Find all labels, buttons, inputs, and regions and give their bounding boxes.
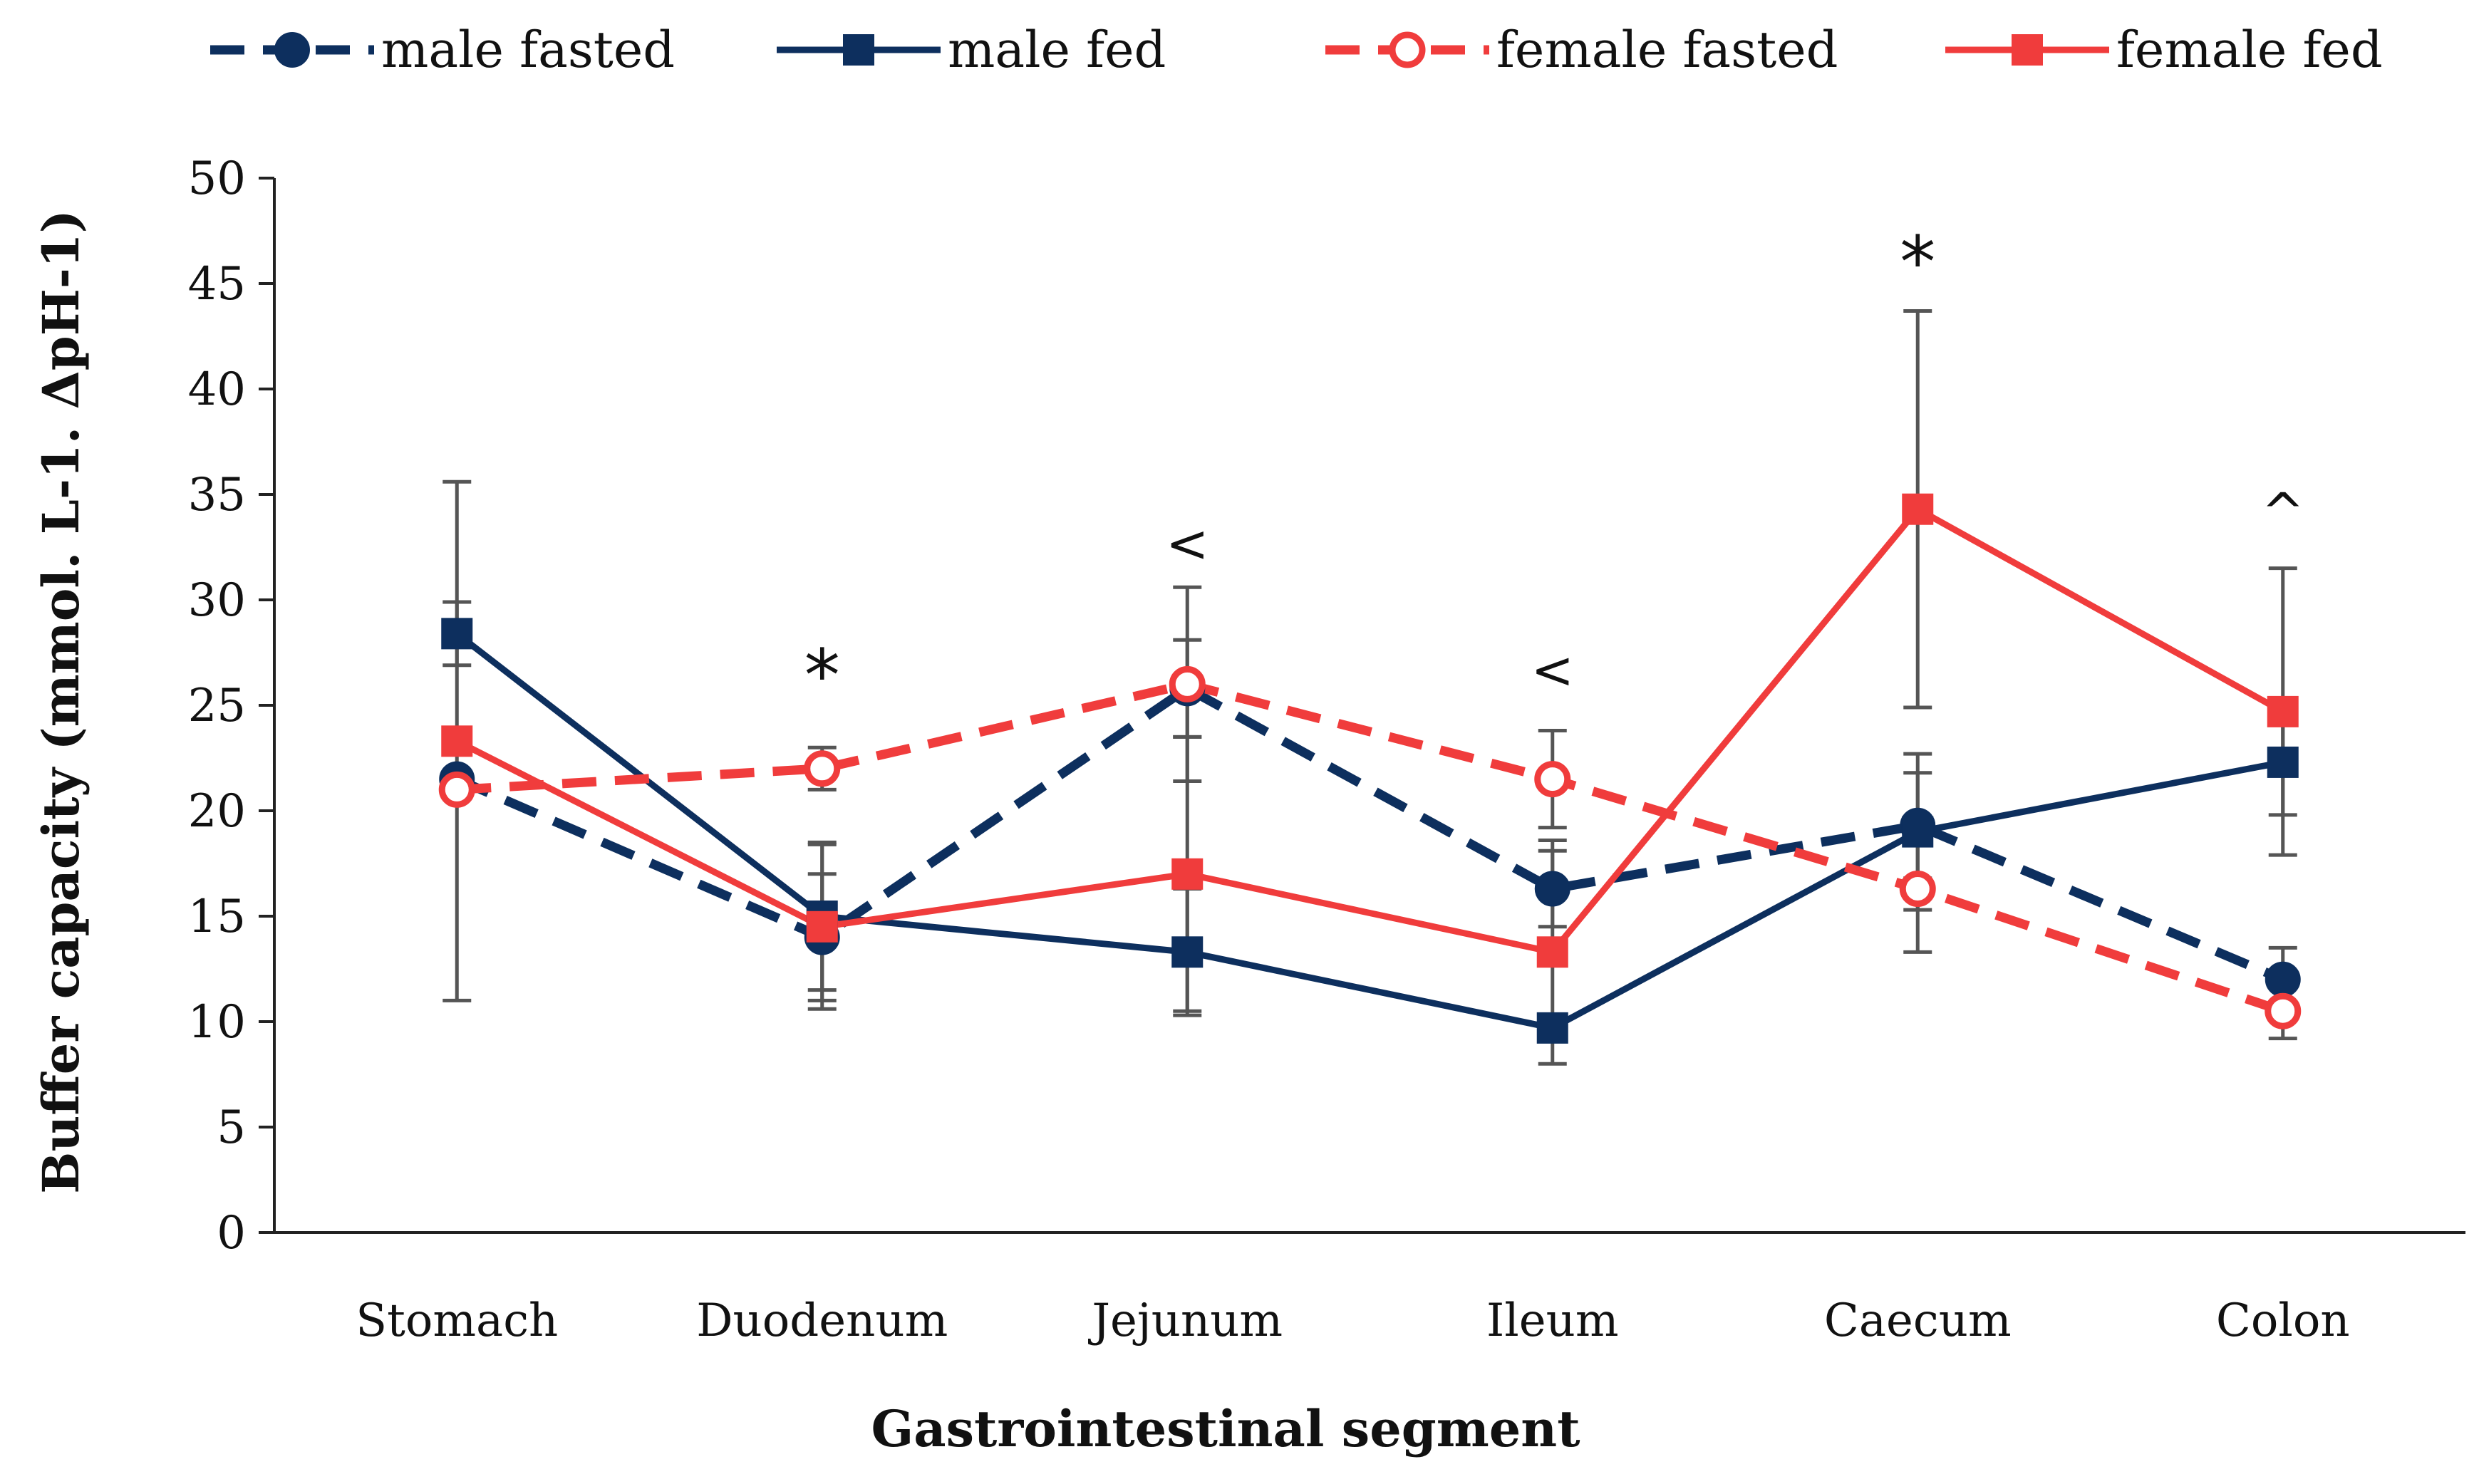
y-tick-label: 5 [217, 1101, 246, 1154]
y-tick-label: 30 [188, 574, 246, 627]
legend-marker [274, 32, 310, 68]
legend: male fasted male fed female fasted female f… [210, 21, 2383, 79]
data-point-female-fasted-ileum [1534, 761, 1571, 798]
legend-label: male fasted [381, 21, 675, 79]
legend-item-female-fed: female fed [1945, 21, 2383, 79]
legend-marker [2012, 34, 2043, 66]
data-point-male-fed-ileum [1536, 1012, 1568, 1044]
legend-item-male-fed: male fed [777, 21, 1166, 79]
legend-item-male-fasted: male fasted [210, 21, 675, 79]
series-line-female-fasted [456, 679, 2284, 1016]
series-markers [438, 493, 2302, 1044]
annotation-duodenum: * [804, 634, 840, 717]
data-point-male-fed-stomach [441, 618, 473, 650]
y-tick-label: 0 [217, 1207, 246, 1260]
data-point-female-fed-ileum [1536, 936, 1568, 968]
legend-label: female fed [2116, 21, 2383, 79]
series-line-male-fed [455, 631, 2284, 1032]
y-tick-label: 25 [188, 680, 246, 732]
y-tick-label: 35 [188, 469, 246, 522]
series-line-male-fasted [455, 683, 2285, 984]
data-point-female-fasted-stomach [438, 771, 475, 808]
data-point-female-fasted-duodenum [804, 750, 841, 787]
y-axis-title: Buffer capacity (mmol. L-1. ΔpH-1) [31, 209, 90, 1193]
data-point-female-fed-colon [2267, 695, 2299, 727]
data-point-male-fasted-ileum [1534, 871, 1570, 907]
y-tick-label: 45 [188, 258, 246, 311]
data-point-female-fasted-colon [2265, 992, 2302, 1029]
x-tick-label-jejunum: Jejunum [1087, 1294, 1283, 1347]
series-lines [455, 506, 2285, 1032]
data-point-male-fed-caecum [1902, 816, 1934, 848]
data-point-female-fed-duodenum [806, 910, 838, 943]
x-axis: Stomach Duodenum Jejunum Ileum Caecum Colon [274, 1231, 2465, 1347]
significance-annotations: * < < * ^ [804, 220, 2304, 717]
data-point-female-fed-caecum [1902, 493, 1934, 525]
data-point-female-fasted-jejunum [1169, 665, 1206, 702]
x-tick-label-duodenum: Duodenum [696, 1294, 948, 1347]
data-point-male-fed-jejunum [1171, 936, 1204, 968]
annotation-caecum: * [1900, 220, 1935, 303]
annotation-colon: ^ [2262, 482, 2304, 542]
y-tick-label: 15 [188, 891, 246, 943]
data-point-male-fasted-colon [2265, 961, 2301, 997]
error-bars [443, 308, 2297, 1066]
x-tick-label-ileum: Ileum [1486, 1294, 1619, 1347]
legend-label: female fasted [1496, 21, 1838, 79]
y-tick-label: 50 [188, 152, 246, 205]
x-tick-label-colon: Colon [2216, 1294, 2350, 1347]
x-tick-label-stomach: Stomach [356, 1294, 558, 1347]
legend-item-female-fasted: female fasted [1325, 21, 1838, 79]
legend-label: male fed [948, 21, 1166, 79]
x-axis-title: Gastrointestinal segment [871, 1399, 1580, 1458]
series-line-female-fed [455, 506, 2284, 955]
legend-marker [1389, 31, 1426, 68]
legend-marker [843, 34, 874, 66]
y-tick-label: 20 [188, 785, 246, 838]
y-tick-label: 10 [188, 996, 246, 1049]
data-point-female-fed-stomach [441, 725, 473, 757]
data-point-female-fed-jejunum [1171, 858, 1204, 890]
annotation-jejunum: < [1166, 514, 1209, 574]
annotation-ileum: < [1531, 640, 1574, 700]
data-point-female-fasted-caecum [1899, 871, 1936, 908]
data-point-male-fed-colon [2267, 746, 2299, 778]
y-tick-label: 40 [188, 363, 246, 416]
y-axis: 0 5 10 15 20 25 30 35 40 45 50 [188, 152, 276, 1260]
x-tick-label-caecum: Caecum [1824, 1294, 2012, 1347]
